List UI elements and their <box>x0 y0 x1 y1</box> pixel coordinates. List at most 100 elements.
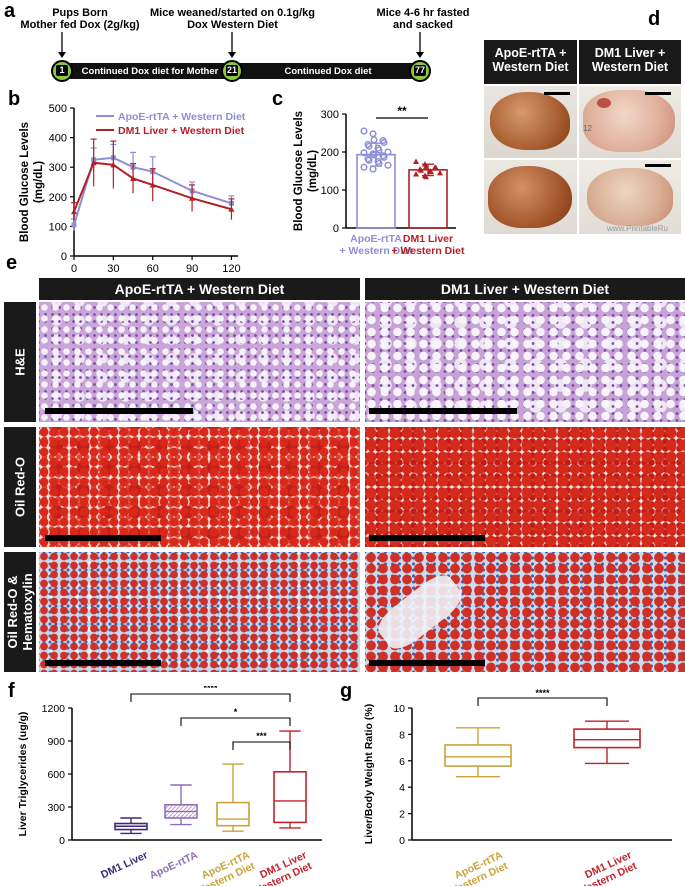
significance-bracket <box>130 693 291 702</box>
liver-photo-apoe-2 <box>484 160 577 234</box>
y-axis-label: Liver Triglycerides (ug/g) <box>17 712 29 837</box>
data-point <box>423 163 429 169</box>
data-point <box>433 164 439 171</box>
y-tick-label: 2 <box>399 809 405 821</box>
y-tick-label: 300 <box>49 162 67 174</box>
scale-bar <box>45 408 193 414</box>
y-tick-label: 0 <box>59 835 65 847</box>
significance-label: ** <box>397 104 407 118</box>
y-tick-label: 0 <box>399 835 405 847</box>
x-category-label-group: ApoE-rtTA <box>148 849 200 882</box>
x-tick-label: 0 <box>71 263 77 275</box>
data-point <box>360 127 368 135</box>
scale-bar <box>369 535 485 541</box>
significance-bracket <box>477 697 608 706</box>
data-point <box>380 138 388 147</box>
panel-label-g: g <box>340 680 353 702</box>
y-axis-label: Blood Glucose Levels <box>293 111 305 231</box>
data-point <box>418 167 424 173</box>
significance-label: **** <box>203 686 218 693</box>
y-tick-label: 300 <box>321 109 339 121</box>
panel-e-header-apoe: ApoE-rtTA + Western Diet <box>39 278 360 300</box>
data-point <box>428 168 434 175</box>
timeline-segment-2-label: Continued Dox diet <box>284 66 372 77</box>
panel-label-a: a <box>4 0 16 22</box>
y-tick-label: 600 <box>47 769 65 781</box>
y-tick-label: 200 <box>49 192 67 204</box>
data-point <box>423 173 429 180</box>
histology-he-dm1 <box>365 302 685 422</box>
significance-label: **** <box>535 688 550 698</box>
significance-label: *** <box>256 731 267 741</box>
timeline-node-day-1: 1 <box>51 60 73 82</box>
timeline-segment-1-label: Continued Dox diet for Mother <box>81 66 219 77</box>
data-point <box>370 151 378 159</box>
data-point <box>228 206 235 212</box>
row-label-oil-red-o-hematoxylin: Oil Red-O & Hematoxylin <box>4 552 36 672</box>
legend-label: DM1 Liver + Western Diet <box>118 125 245 137</box>
timeline-node-day-21: 21 <box>221 60 243 82</box>
y-axis-label-group: Blood Glucose Levels (mg/dL) <box>293 111 319 231</box>
significance-bracket <box>232 741 291 750</box>
x-category-label: ApoE-rtTA + Western Diet <box>339 233 413 257</box>
data-point <box>71 222 77 228</box>
x-tick-label: 30 <box>107 263 119 275</box>
timeline-event-weaned: Mice weaned/started on 0.1g/kg Dox Weste… <box>149 7 316 31</box>
panel-d-header-dm1: DM1 Liver + Western Diet <box>579 40 681 84</box>
y-axis-label: Liver/Body Weight Ratio (%) <box>363 704 375 844</box>
x-category-label: DM1 Liver + Western Diet <box>391 233 465 257</box>
data-point <box>370 136 378 144</box>
timeline-event-sacked: Mice 4-6 hr fasted and sacked <box>376 7 470 31</box>
y-tick-label: 8 <box>399 729 405 741</box>
data-point <box>375 146 383 154</box>
photo-watermark: www.PrintableRu <box>607 224 668 233</box>
data-point <box>380 153 388 161</box>
y-axis-label-group: Liver/Body Weight Ratio (%) <box>363 704 375 844</box>
x-tick-label: 90 <box>186 263 198 275</box>
box-1 <box>573 728 641 749</box>
liver-photo-dm1-2: www.PrintableRu <box>579 160 681 234</box>
box-3 <box>273 771 307 824</box>
y-axis-label: (mg/dL) <box>33 161 45 203</box>
data-point <box>384 148 392 156</box>
y-axis-label: (mg/dL) <box>307 150 319 192</box>
timeline-event-pups-born: Pups Born Mother fed Dox (2g/kg) <box>20 7 140 31</box>
legend-label: ApoE-rtTA + Western Diet <box>118 111 246 123</box>
y-tick-label: 100 <box>49 221 67 233</box>
scale-bar <box>45 535 161 541</box>
x-category-label: DM1 Liver <box>99 849 150 881</box>
y-tick-label: 4 <box>399 782 405 794</box>
scale-bar <box>369 660 485 666</box>
data-point <box>110 161 117 168</box>
box-0 <box>444 744 512 767</box>
y-tick-label: 10 <box>393 703 405 715</box>
histology-oro-apoe <box>39 427 360 547</box>
y-tick-label: 0 <box>61 251 67 263</box>
significance-bracket <box>180 717 291 726</box>
y-axis-label-group: Blood Glucose Levels (mg/dL) <box>19 122 45 242</box>
scale-bar <box>369 408 517 414</box>
y-tick-label: 900 <box>47 736 65 748</box>
timeline-node-day-77: 77 <box>409 60 431 82</box>
data-point <box>71 208 77 215</box>
data-point <box>189 195 196 201</box>
x-tick-label: 120 <box>222 263 240 275</box>
histology-oro-dm1 <box>365 427 685 547</box>
panel-d-header-apoe: ApoE-rtTA + Western Diet <box>484 40 577 84</box>
data-point <box>360 149 368 157</box>
panel-e-header-dm1: DM1 Liver + Western Diet <box>365 278 685 300</box>
box-2 <box>216 801 250 827</box>
data-point <box>130 175 137 181</box>
data-point <box>369 165 377 173</box>
liver-photo-dm1-1: 12 <box>579 86 681 158</box>
panel-label-b: b <box>8 88 21 110</box>
data-point <box>413 158 419 164</box>
data-point <box>365 142 373 150</box>
data-point <box>90 159 97 166</box>
y-tick-label: 1200 <box>42 703 66 715</box>
data-point <box>413 171 419 177</box>
data-point <box>369 150 377 158</box>
data-point <box>375 159 383 167</box>
panel-label-c: c <box>272 88 284 110</box>
